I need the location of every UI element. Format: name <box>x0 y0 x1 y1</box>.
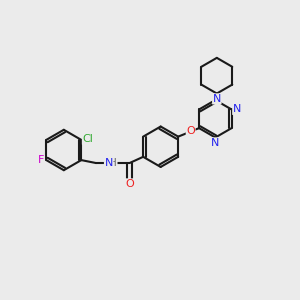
Text: N: N <box>211 138 219 148</box>
Text: N: N <box>104 158 113 168</box>
Text: O: O <box>125 179 134 189</box>
Text: O: O <box>186 126 195 136</box>
Text: N: N <box>213 94 221 104</box>
Text: F: F <box>38 155 44 165</box>
Text: N: N <box>233 104 241 114</box>
Text: H: H <box>109 158 117 168</box>
Text: Cl: Cl <box>82 134 93 144</box>
